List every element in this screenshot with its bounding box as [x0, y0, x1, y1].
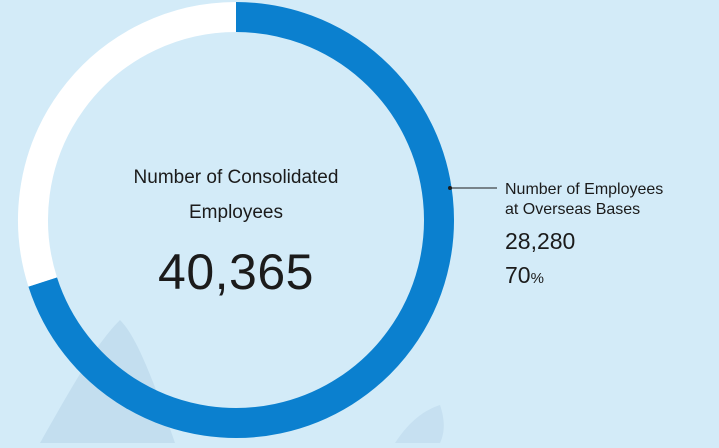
- callout-percent-unit: %: [530, 270, 544, 287]
- callout-percent-number: 70: [505, 262, 531, 288]
- overseas-callout: Number of Employees at Overseas Bases 28…: [505, 180, 719, 293]
- callout-title-line2: at Overseas Bases: [505, 201, 641, 218]
- background-decoration: [395, 405, 444, 443]
- callout-title-line1: Number of Employees: [505, 181, 664, 198]
- donut-segment-overseas: [28, 2, 454, 438]
- center-label-line2: Employees: [189, 202, 283, 223]
- center-label-line1: Number of Consolidated: [133, 167, 339, 188]
- callout-leader-dot: [448, 186, 452, 190]
- callout-value: 28,280: [505, 228, 576, 254]
- center-total-value: 40,365: [158, 244, 314, 300]
- callout-percent: 70%: [505, 261, 719, 293]
- donut-segment-remaining: [18, 2, 237, 287]
